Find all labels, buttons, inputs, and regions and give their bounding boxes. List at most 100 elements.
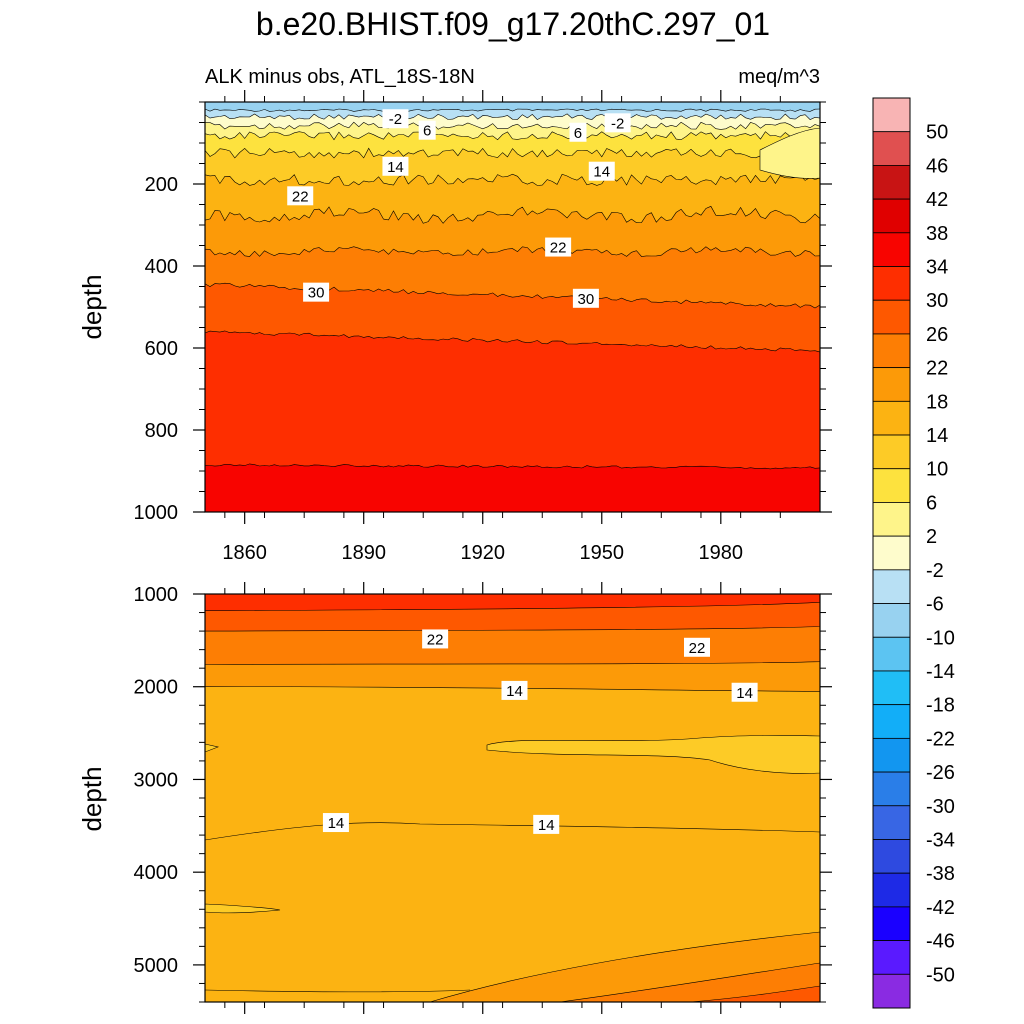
colorbar-box — [872, 771, 911, 807]
colorbar-label: 38 — [926, 223, 948, 245]
lower-y-tick-label: 1000 — [134, 584, 179, 606]
contour-label: 22 — [292, 188, 309, 205]
contour-label: 22 — [550, 240, 567, 257]
colorbar-box — [872, 198, 911, 234]
contour-label-box — [588, 161, 615, 181]
lower-y-tick-label: 3000 — [134, 769, 179, 791]
x-tick-label: 1860 — [222, 542, 267, 564]
contour-line-level-6 — [204, 131, 821, 141]
colorbar-box — [872, 704, 911, 739]
contour-patch-deep-level-10 — [204, 903, 281, 914]
lower-y-axis-label: depth — [77, 766, 107, 831]
contour-line-level-22 — [204, 246, 821, 257]
contour-label: -2 — [611, 115, 624, 132]
colorbar-box — [872, 232, 911, 267]
colorbar-box — [872, 973, 911, 1009]
upper-y-tick-label: 800 — [145, 420, 178, 442]
colorbar-label: -2 — [926, 560, 944, 582]
lower-y-tick-label: 5000 — [134, 955, 179, 977]
colorbar-box — [872, 569, 911, 604]
right-subtitle: meq/m^3 — [738, 66, 820, 88]
upper-y-tick-label: 600 — [145, 338, 178, 360]
lower-y-tick-label: 2000 — [134, 677, 179, 699]
colorbar-box — [872, 333, 911, 369]
lower-y-tick-label: 4000 — [134, 862, 179, 884]
colorbar-box — [872, 400, 911, 436]
colorbar-label: 10 — [926, 459, 948, 481]
left-subtitle: ALK minus obs, ATL_18S-18N — [205, 66, 475, 88]
colorbar-label: 50 — [926, 122, 948, 144]
colorbar-box — [872, 805, 911, 840]
colorbar-label: 6 — [926, 492, 937, 514]
contour-label: 22 — [427, 631, 444, 648]
colorbar-box — [872, 906, 911, 941]
contour-label: 14 — [736, 685, 753, 702]
colorbar-box — [872, 535, 911, 571]
contour-label: -2 — [389, 111, 402, 128]
upper-y-tick-label: 1000 — [134, 502, 179, 524]
x-tick-label: 1890 — [341, 542, 386, 564]
contour-fill-bottom-level-22 — [559, 962, 821, 1003]
colorbar-label: -38 — [926, 863, 955, 885]
contour-label: 22 — [689, 640, 706, 657]
colorbar-box — [872, 940, 911, 975]
contour-line-bottom — [204, 989, 471, 993]
contour-label-box — [501, 680, 528, 700]
contour-line-level--2 — [204, 113, 821, 120]
colorbar-box — [872, 367, 911, 402]
contour-label-box — [322, 813, 349, 833]
contour-label: 30 — [578, 291, 595, 308]
contour-label: 14 — [328, 815, 345, 832]
colorbar-label: -42 — [926, 897, 955, 919]
contour-label-box — [545, 237, 572, 257]
contour-label-box — [731, 682, 758, 702]
colorbar-box — [872, 299, 911, 335]
contour-fill-level-30 — [204, 593, 821, 612]
colorbar-label: 18 — [926, 391, 948, 413]
colorbar-label: -50 — [926, 964, 955, 986]
colorbar-box — [872, 165, 911, 200]
colorbar-label: 22 — [926, 358, 948, 380]
contour-label-box — [382, 156, 409, 176]
contour-label-box — [572, 288, 599, 308]
contour-label: 14 — [506, 683, 523, 700]
chart-title: b.e20.BHIST.f09_g17.20thC.297_01 — [256, 6, 770, 42]
contour-line-level-2 — [204, 121, 821, 130]
colorbar-box — [872, 670, 911, 706]
contour-label: 30 — [308, 285, 325, 302]
colorbar-label: 34 — [926, 257, 948, 279]
colorbar-label: -6 — [926, 594, 944, 616]
colorbar-box — [872, 603, 911, 638]
contour-label-box — [418, 120, 436, 140]
colorbar-box — [872, 839, 911, 874]
colorbar-label: -26 — [926, 762, 955, 784]
contour-label: 14 — [593, 164, 610, 181]
contour-line-level-18 — [204, 205, 821, 224]
colorbar-box — [872, 636, 911, 672]
contour-label-box — [422, 629, 449, 649]
contour-line-level-14 — [204, 173, 821, 186]
colorbar-box — [872, 434, 911, 470]
x-tick-label: 1950 — [580, 542, 625, 564]
upper-y-tick-label: 200 — [145, 174, 178, 196]
colorbar-box — [872, 872, 911, 908]
contour-label: 14 — [387, 159, 404, 176]
colorbar-box — [872, 468, 911, 503]
contour-line-level-34 — [204, 463, 821, 470]
colorbar-box — [872, 266, 911, 301]
colorbar-box — [872, 97, 911, 133]
colorbar-label: -34 — [926, 829, 955, 851]
colorbar-label: -22 — [926, 728, 955, 750]
colorbar-box — [872, 131, 911, 166]
contour-label: 14 — [538, 817, 555, 834]
upper-y-tick-label: 400 — [145, 256, 178, 278]
contour-line-level-10 — [204, 147, 821, 159]
colorbar-label: 14 — [926, 425, 948, 447]
contour-label-box — [604, 113, 631, 133]
colorbar-label: 42 — [926, 189, 948, 211]
contour-label-box — [382, 109, 409, 129]
colorbar: 50 46 42 38 34 30 26 22 18 14 10 6 2 -2 -6 -10 -14 -18 -22… — [872, 97, 955, 1009]
x-tick-label: 1980 — [699, 542, 744, 564]
contour-label-box — [303, 282, 330, 302]
